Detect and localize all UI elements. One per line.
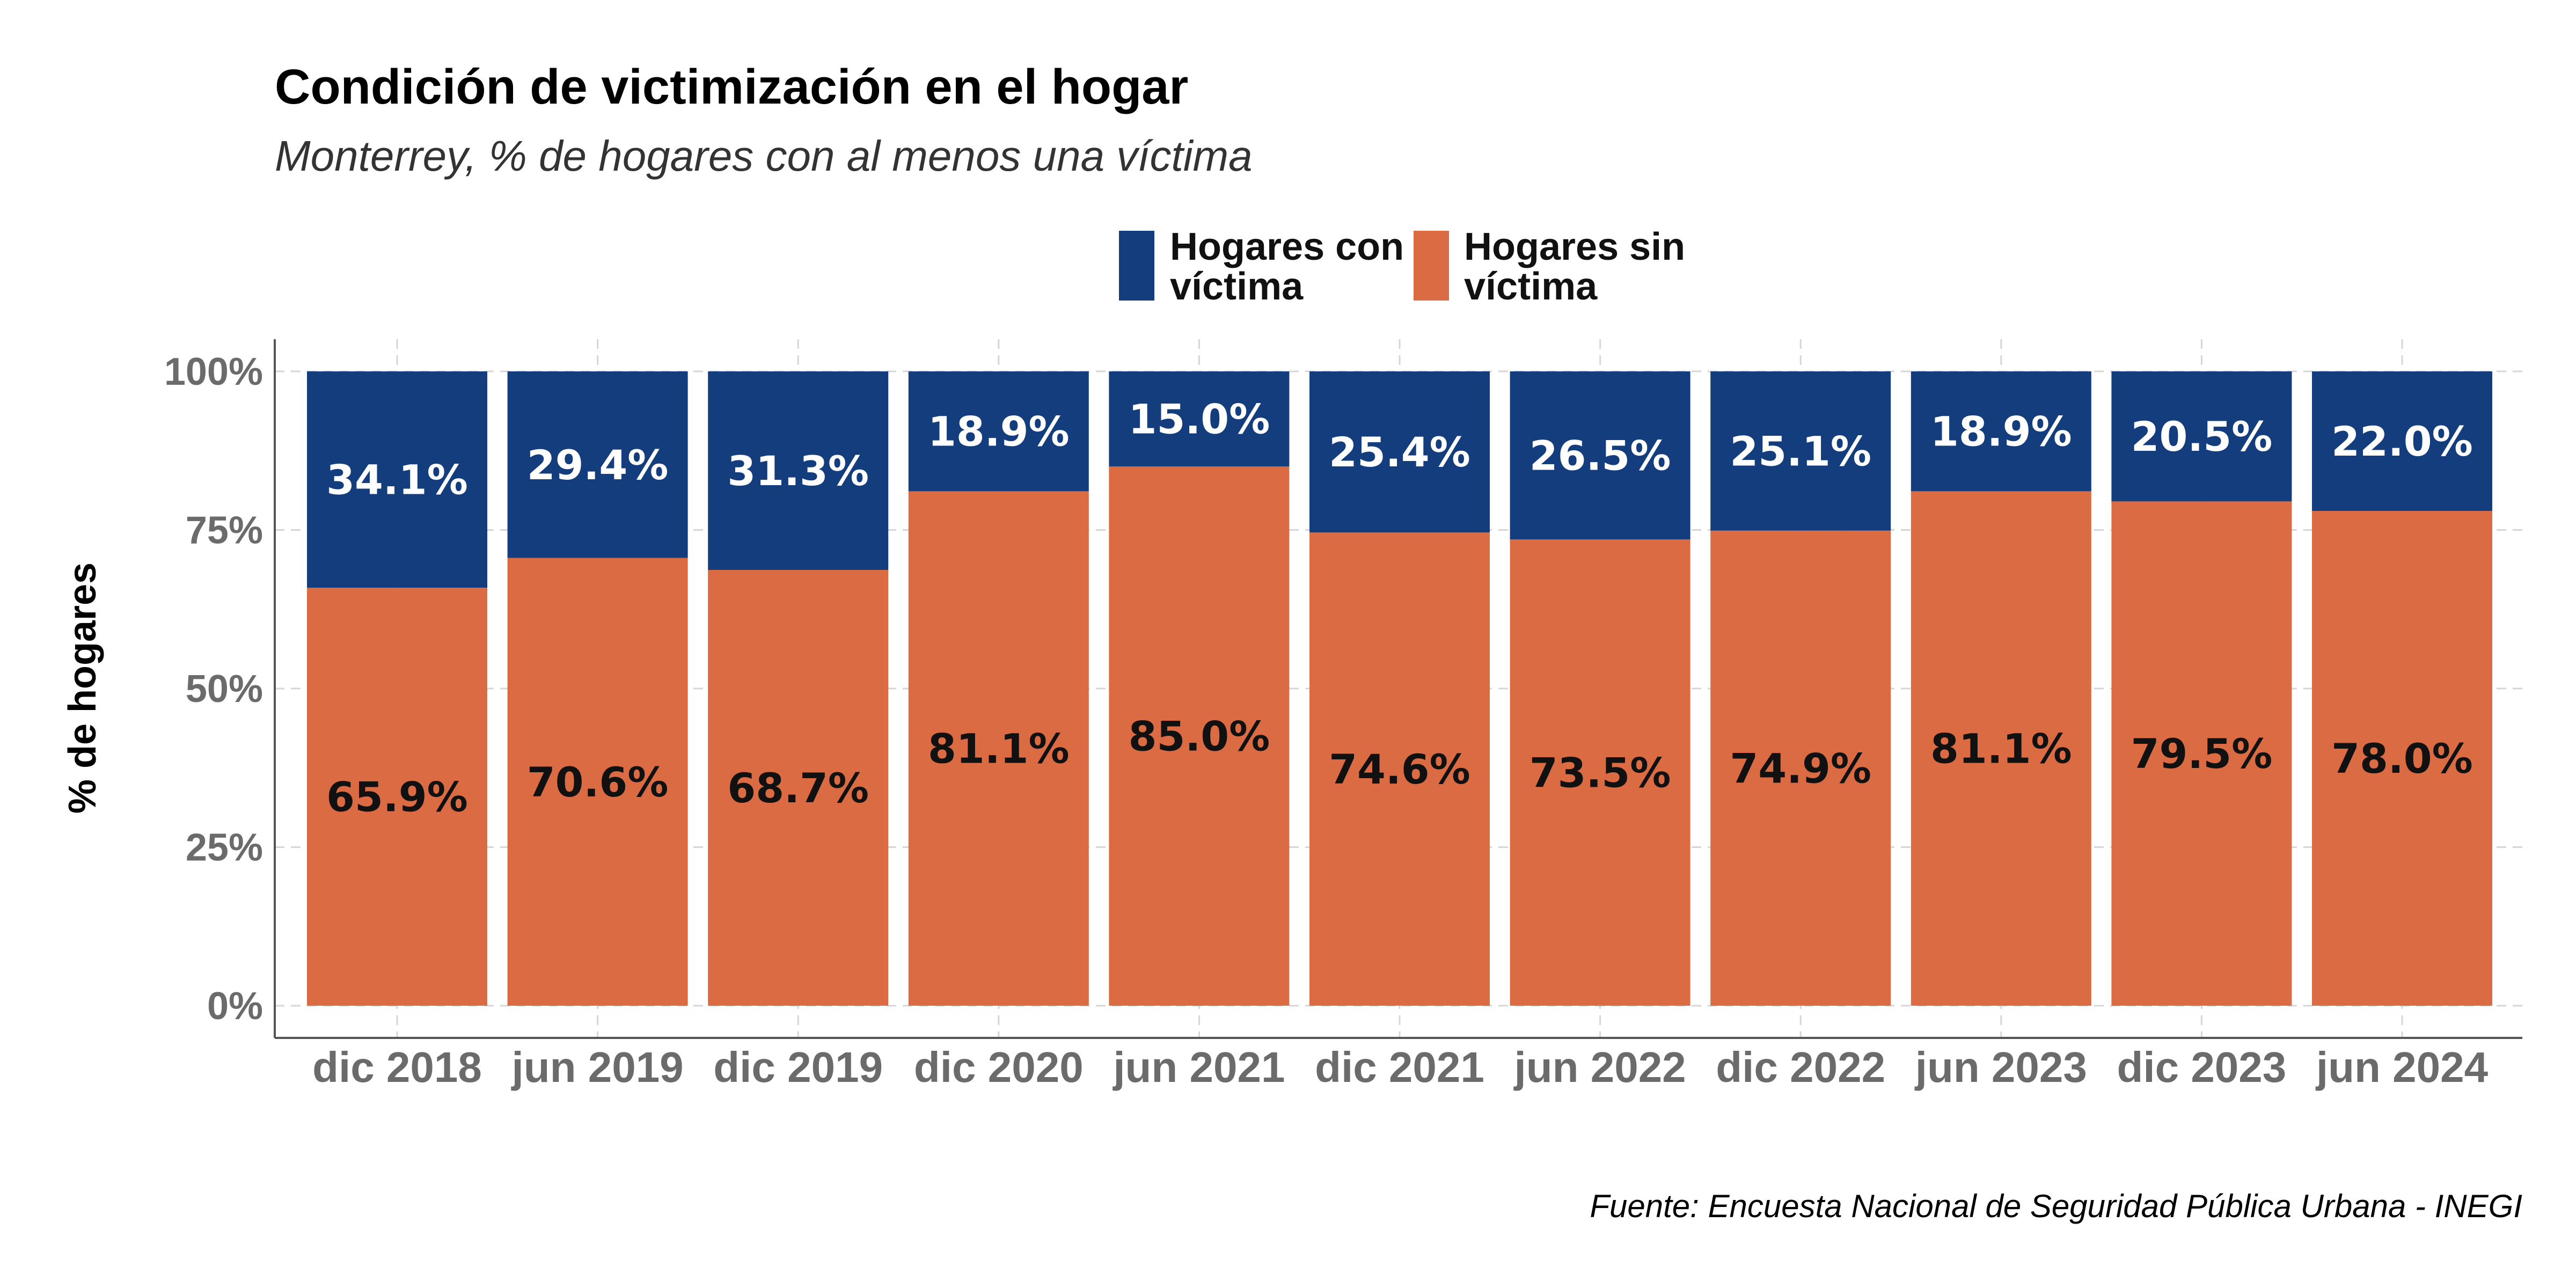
data-label-con-victima: 20.5% xyxy=(2131,413,2273,460)
data-label-sin-victima: 85.0% xyxy=(1129,713,1270,760)
data-label-sin-victima: 68.7% xyxy=(727,764,869,812)
legend-label-sin-victima-line2: víctima xyxy=(1464,265,1598,308)
data-label-sin-victima: 70.6% xyxy=(527,758,669,806)
x-tick-label: dic 2019 xyxy=(713,1043,883,1091)
legend-label-con-victima: Hogares con víctima xyxy=(1170,225,1415,308)
data-label-con-victima: 34.1% xyxy=(326,456,468,504)
x-tick-label: dic 2020 xyxy=(914,1043,1084,1091)
data-label-sin-victima: 74.9% xyxy=(1730,744,1871,792)
x-tick-label: dic 2023 xyxy=(2117,1043,2287,1091)
bars xyxy=(307,371,2492,1006)
bar-sin-victima xyxy=(1710,530,1891,1006)
bar-sin-victima xyxy=(908,491,1089,1006)
data-label-con-victima: 26.5% xyxy=(1529,432,1671,480)
bar-sin-victima xyxy=(507,558,688,1006)
bar-con-victima xyxy=(1309,371,1490,533)
bar-sin-victima xyxy=(307,588,487,1006)
bar-con-victima xyxy=(307,371,487,588)
legend: Hogares con víctima Hogares sin víctima xyxy=(1119,225,1696,308)
data-label-con-victima: 18.9% xyxy=(1930,408,2072,456)
y-axis-ticks: 0% 25% 50% 75% 100% xyxy=(164,350,263,1028)
data-label-sin-victima: 78.0% xyxy=(2331,735,2473,782)
data-label-sin-victima: 79.5% xyxy=(2131,730,2273,778)
data-labels: 65.9% 34.1% 70.6% 29.4% 68.7% 31.3% 81.1% 18.9%… xyxy=(326,396,2473,821)
data-label-con-victima: 31.3% xyxy=(727,447,869,495)
bar-sin-victima xyxy=(1309,532,1490,1006)
y-tick-label: 0% xyxy=(207,985,263,1028)
legend-label-con-victima-line2: víctima xyxy=(1170,265,1304,308)
legend-label-sin-victima: Hogares sin víctima xyxy=(1464,225,1696,308)
x-tick-label: jun 2019 xyxy=(511,1043,684,1091)
chart-subtitle: Monterrey, % de hogares con al menos una… xyxy=(275,132,1253,180)
legend-swatch-sin-victima xyxy=(1414,231,1449,301)
data-label-sin-victima: 73.5% xyxy=(1529,749,1671,797)
bar-con-victima xyxy=(2312,371,2492,511)
data-label-con-victima: 25.1% xyxy=(1730,427,1871,475)
data-label-con-victima: 29.4% xyxy=(527,441,669,489)
x-tick-label: dic 2022 xyxy=(1716,1043,1885,1091)
bar-sin-victima xyxy=(708,569,889,1006)
x-tick-label: dic 2021 xyxy=(1315,1043,1484,1091)
y-tick-label: 75% xyxy=(186,509,263,552)
bar-sin-victima xyxy=(1109,466,1290,1006)
x-axis-ticks: dic 2018 jun 2019 dic 2019 dic 2020 jun 2021… xyxy=(312,1043,2488,1091)
y-tick-label: 25% xyxy=(186,826,263,869)
bar-con-victima xyxy=(507,371,688,558)
x-tick-label: jun 2024 xyxy=(2315,1043,2489,1091)
x-tick-label: jun 2021 xyxy=(1112,1043,1285,1091)
bar-con-victima xyxy=(1109,371,1290,467)
bar-con-victima xyxy=(1911,371,2091,492)
bar-con-victima xyxy=(1510,371,1690,540)
bar-con-victima xyxy=(708,371,889,570)
x-tick-label: dic 2018 xyxy=(312,1043,482,1091)
y-tick-label: 100% xyxy=(164,350,263,393)
y-tick-label: 50% xyxy=(186,668,263,711)
chart-title: Condición de victimización en el hogar xyxy=(275,60,1188,114)
x-tick-label: jun 2022 xyxy=(1513,1043,1686,1091)
data-label-sin-victima: 81.1% xyxy=(928,725,1070,773)
data-label-sin-victima: 65.9% xyxy=(326,773,468,821)
data-label-con-victima: 15.0% xyxy=(1129,396,1270,443)
legend-swatch-con-victima xyxy=(1119,231,1154,301)
bar-con-victima xyxy=(2111,371,2292,502)
data-label-con-victima: 18.9% xyxy=(928,408,1070,456)
y-axis-label: % de hogares xyxy=(61,562,104,814)
data-label-sin-victima: 81.1% xyxy=(1930,725,2072,773)
legend-label-sin-victima-line1: Hogares sin xyxy=(1464,225,1685,268)
bar-con-victima xyxy=(908,371,1089,492)
data-label-con-victima: 22.0% xyxy=(2331,418,2473,465)
source-caption: Fuente: Encuesta Nacional de Seguridad P… xyxy=(1590,1188,2522,1224)
bar-sin-victima xyxy=(1911,491,2091,1006)
legend-label-con-victima-line1: Hogares con xyxy=(1170,225,1404,268)
bar-sin-victima xyxy=(2111,501,2292,1006)
data-label-con-victima: 25.4% xyxy=(1329,428,1470,476)
bar-sin-victima xyxy=(1510,539,1690,1006)
x-tick-label: jun 2023 xyxy=(1914,1043,2087,1091)
data-label-sin-victima: 74.6% xyxy=(1329,745,1470,793)
bar-con-victima xyxy=(1710,371,1891,531)
bar-sin-victima xyxy=(2312,511,2492,1006)
